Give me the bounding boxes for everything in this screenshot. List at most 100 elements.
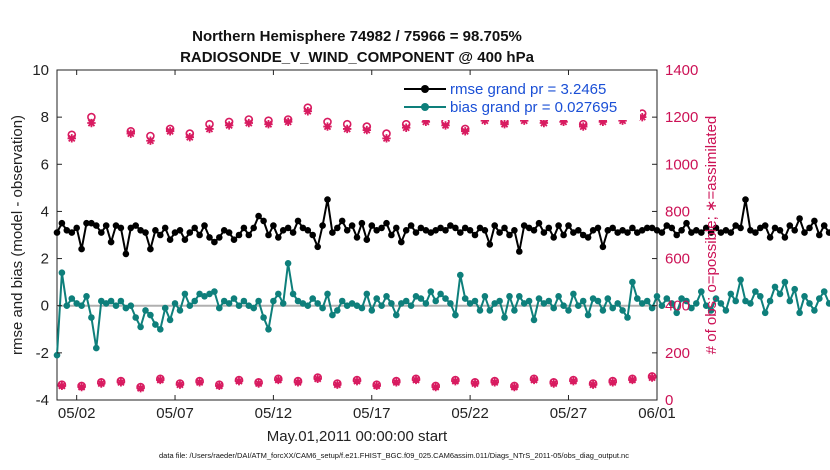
bias-point [457,271,464,279]
bias-point [255,297,262,305]
bias-point [220,297,228,305]
bias-point [343,302,351,310]
right-axis: 0 200 400 600 800 1000 1200 1400 [652,62,698,409]
rmse-point [688,229,695,236]
rmse-point [78,245,85,253]
rmse-point [722,227,730,234]
obs_assimilated_low-point [313,374,322,383]
rmse-point [766,234,774,241]
rmse-point [53,229,61,236]
bias-point [737,276,744,284]
bias-point [102,300,110,307]
bias-point [570,290,577,298]
bias-point [348,300,356,307]
bias-point [820,288,828,295]
rmse-point [186,229,194,236]
x-tick-label: 05/17 [353,405,391,422]
obs_assimilated-point [559,117,568,127]
obs_assimilated_low-point [352,376,362,386]
bias-point [265,326,272,333]
rmse-point [171,229,179,236]
bias-point [112,302,120,310]
rmse-point [771,224,779,232]
rmse-point [545,224,553,232]
obs_assimilated_low-point [156,375,165,385]
legend-box [400,80,640,120]
rmse-point [58,219,66,227]
legend: rmse grand pr = 3.2465 bias grand pr = 0… [400,80,640,120]
bias-point [127,302,135,310]
obs_assimilated_low-point [195,378,204,387]
bias-point [693,300,700,307]
bias-point [545,297,553,305]
obs_assimilated_low-point [569,376,578,386]
obs_assimilated_low-point [215,381,224,391]
bias-point [78,302,85,310]
rmse-point [589,227,597,234]
rmse-point [757,224,764,232]
bias-point [766,297,774,305]
rmse-point [279,227,287,234]
bias-point [594,297,602,305]
rmse-point [501,224,508,232]
bias-point [525,297,533,305]
bias-point [98,297,105,305]
obs_assimilated-point [67,134,76,143]
x-tick-label: 05/07 [156,405,194,422]
bias-point [117,297,125,305]
rmse-point [265,231,272,239]
obs_assimilated-point [579,122,588,131]
bias-point [161,304,169,312]
rmse-point [442,227,449,234]
bias-point [83,293,90,300]
y-left-tick-label: 2 [41,251,49,268]
rmse-point [594,224,602,232]
rmse-point [683,219,690,227]
obs_assimilated-point [342,124,352,134]
bias-point [447,300,454,307]
rmse-point [678,227,685,234]
rmse-point [673,231,680,239]
bias-point [368,307,376,314]
bias-point [432,297,440,305]
x-tick-label: 06/01 [638,405,676,422]
bias-point [609,304,616,312]
rmse-point [427,229,435,236]
rmse-point [83,219,90,227]
bias-point [142,307,149,314]
rmse-point [127,224,135,232]
rmse-point [816,231,823,239]
chart-subtitle: RADIOSONDE_V_WIND_COMPONENT @ 400 hPa [180,49,535,66]
rmse-point [304,227,312,234]
rmse-point [737,224,744,232]
rmse-point [525,224,533,232]
obs_assimilated-point [165,127,175,136]
obs_assimilated_low-point [136,384,145,393]
rmse-point [93,222,100,229]
bias-point [668,300,676,307]
rmse-point [506,231,513,239]
bias-point [707,307,715,314]
bias-point [683,297,690,305]
rmse-point [284,224,292,232]
y-right-tick-label: 200 [665,345,690,362]
rmse-point [491,222,499,229]
bias-point [786,297,794,305]
y-right-tick-label: 1400 [665,62,698,79]
x-axis: 05/02 05/07 05/12 05/17 05/22 05/27 06/01 [58,70,676,422]
rmse-point [211,238,218,246]
obs_assimilated_low-point [234,376,244,386]
bias-point [702,302,710,310]
rmse-point [324,196,331,203]
bias-point [402,297,410,305]
rmse-point [240,224,248,232]
bias-point [742,297,749,305]
bias-point [63,302,71,310]
obs_assimilated_low-point [588,380,598,389]
bias-point [776,290,784,298]
rmse-point [245,231,253,239]
rmse-point [353,234,361,241]
rmse-point [648,224,656,232]
obs_assimilated-point [618,116,627,125]
